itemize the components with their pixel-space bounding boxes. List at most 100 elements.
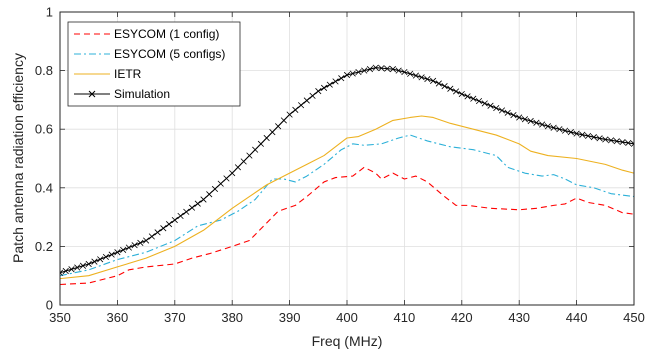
- legend-label: ESYCOM (1 config): [114, 27, 219, 41]
- simulation-marker: [521, 116, 529, 123]
- simulation-marker: [516, 114, 523, 121]
- series-line-ietr: [60, 115, 634, 280]
- simulation-marker: [183, 208, 190, 215]
- simulation-marker: [395, 67, 402, 74]
- legend-item-esycom-5-configs: ESYCOM (5 configs): [74, 47, 225, 61]
- y-tick-label: 1: [46, 5, 53, 20]
- legend-label: ESYCOM (5 configs): [114, 47, 225, 61]
- simulation-marker: [74, 264, 81, 271]
- legend-box: [67, 21, 241, 107]
- simulation-marker: [573, 130, 580, 137]
- simulation-marker: [229, 170, 236, 177]
- simulation-marker: [120, 246, 127, 253]
- simulation-marker: [372, 64, 379, 71]
- simulation-marker: [625, 139, 632, 147]
- simulation-marker: [114, 249, 121, 256]
- simulation-marker: [498, 107, 506, 114]
- simulation-marker: [309, 92, 316, 99]
- simulation-marker: [533, 119, 540, 126]
- series-line-esycom-1-config: [60, 166, 634, 286]
- x-tick-label: 390: [279, 310, 301, 325]
- y-tick-label: 0.6: [35, 122, 53, 137]
- simulation-marker: [206, 191, 213, 198]
- simulation-marker: [200, 196, 207, 203]
- legend-item-esycom-1-config: ESYCOM (1 config): [74, 27, 219, 41]
- simulation-marker: [613, 138, 620, 145]
- simulation-marker: [556, 126, 563, 133]
- ticks: [59, 11, 635, 306]
- simulation-marker: [493, 105, 500, 112]
- simulation-marker: [378, 65, 385, 72]
- simulation-marker: [188, 204, 196, 211]
- tick-labels: 350 360 370 380 390 400 410 420 430 440 450 0 0.2 0.4…: [35, 5, 645, 326]
- legend-marker: [88, 90, 96, 98]
- simulation-marker: [510, 112, 517, 119]
- simulation-marker: [62, 267, 69, 275]
- simulation-marker: [619, 139, 626, 146]
- simulation-marker: [125, 244, 132, 251]
- simulation-marker: [596, 135, 603, 142]
- simulation-marker: [527, 117, 534, 125]
- simulation-marker: [257, 140, 264, 147]
- simulation-marker: [263, 134, 270, 142]
- series-layer: [60, 64, 634, 286]
- legend-label: IETR: [114, 67, 142, 81]
- simulation-marker: [458, 90, 465, 98]
- simulation-marker: [97, 256, 104, 263]
- simulation-marker: [240, 158, 247, 165]
- x-tick-label: 400: [336, 310, 358, 325]
- simulation-marker: [292, 106, 299, 113]
- x-axis-title: Freq (MHz): [312, 333, 383, 349]
- simulation-marker: [297, 102, 305, 109]
- y-axis-title: Patch antenna radiation efficiency: [10, 53, 26, 263]
- simulation-marker: [602, 136, 609, 143]
- y-tick-label: 0.4: [35, 180, 53, 195]
- series-esycom-5-configs: [60, 134, 634, 277]
- simulation-marker: [108, 251, 115, 258]
- legend-item-ietr: IETR: [74, 67, 142, 81]
- simulation-marker: [85, 260, 92, 268]
- simulation-marker: [223, 175, 230, 182]
- simulation-marker: [401, 68, 408, 76]
- simulation-marker: [567, 129, 574, 136]
- simulation-marker: [447, 85, 454, 92]
- x-tick-label: 370: [164, 310, 186, 325]
- x-tick-label: 360: [107, 310, 129, 325]
- simulation-marker: [412, 72, 419, 79]
- simulation-marker: [584, 132, 592, 140]
- simulation-marker: [539, 121, 546, 128]
- simulation-marker: [211, 185, 219, 193]
- simulation-marker: [102, 253, 110, 261]
- simulation-marker: [418, 74, 425, 81]
- simulation-marker: [487, 102, 494, 109]
- simulation-marker: [430, 77, 437, 84]
- simulation-marker: [171, 216, 178, 224]
- simulation-marker: [280, 117, 287, 124]
- x-tick-label: 440: [566, 310, 588, 325]
- simulation-marker: [286, 111, 293, 118]
- simulation-marker: [154, 229, 161, 236]
- series-line-esycom-5-configs: [60, 134, 634, 277]
- simulation-marker: [504, 109, 511, 116]
- simulation-marker: [550, 124, 557, 131]
- simulation-marker: [60, 269, 64, 276]
- simulation-marker: [148, 233, 155, 240]
- simulation-marker: [607, 137, 615, 144]
- y-tick-label: 0: [46, 298, 53, 313]
- y-tick-label: 0.8: [35, 63, 53, 78]
- simulation-marker: [389, 66, 397, 73]
- x-tick-label: 420: [451, 310, 473, 325]
- simulation-marker: [384, 65, 391, 72]
- simulation-marker: [332, 78, 339, 85]
- simulation-marker: [338, 75, 345, 82]
- simulation-marker: [407, 70, 414, 77]
- simulation-marker: [160, 225, 167, 232]
- simulation-marker: [326, 81, 333, 88]
- simulation-marker: [131, 242, 138, 249]
- simulation-marker: [355, 68, 362, 76]
- series-ietr: [60, 115, 634, 280]
- legend-label: Simulation: [114, 87, 170, 101]
- simulation-marker: [361, 67, 368, 74]
- simulation-marker: [275, 123, 282, 130]
